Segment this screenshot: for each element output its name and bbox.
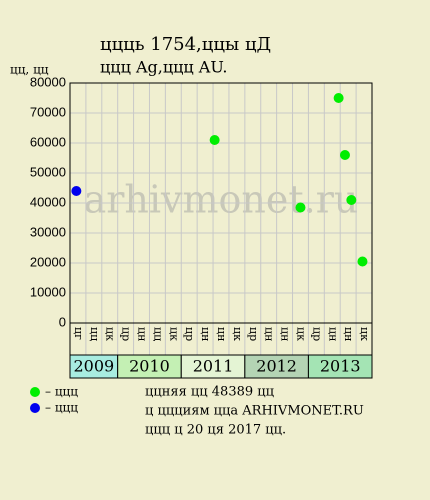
quarter-label: цн [279,327,292,341]
data-point [71,186,82,196]
y-tick-label: 10000 [30,284,66,299]
quarter-label: цн [342,327,355,341]
data-point [295,202,306,213]
legend-label: – ццц [45,385,78,399]
note: ц ццциям цца ARHIVMONET.RU [145,404,364,419]
quarter-label: цк [104,327,117,341]
legend-marker [30,403,40,413]
note: ццняя цц 48389 цц [145,385,274,400]
chart-title: ццць 1754,ццы цД [100,34,271,55]
year-label: 2010 [129,357,170,376]
chart-subtitle: ццц Ag,ццц AU. [100,58,227,77]
data-point [357,256,368,267]
y-tick-label: 20000 [30,254,66,269]
y-axis-label: цц, цц [10,63,49,77]
y-tick-label: 50000 [30,164,66,179]
quarter-label: цк [358,327,371,341]
quarter-label: цн [136,327,149,341]
note: ццц ц 20 ця 2017 цц. [145,423,286,438]
quarter-label: цр [247,327,260,341]
year-label: 2013 [320,357,361,376]
y-tick-label: 70000 [30,104,66,119]
y-tick-label: 40000 [30,194,66,209]
quarter-label: цц [88,327,101,341]
year-label: 2011 [193,357,234,376]
quarter-label: цр [183,327,196,341]
y-tick-label: 80000 [30,74,66,89]
y-tick-label: 30000 [30,224,66,239]
year-cell [307,354,373,379]
quarter-label: цк [231,327,244,341]
watermark: arhivmonet.ru [84,178,359,222]
y-tick-label: 0 [59,314,66,329]
data-point [333,93,344,103]
year-label: 2012 [256,357,297,376]
y-tick-label: 60000 [30,134,66,149]
quarter-label: цн [326,327,339,341]
legend-label: – ццц [45,401,78,415]
quarter-label: цг [72,327,85,340]
quarter-label: цк [294,327,307,341]
year-label: 2009 [73,357,114,376]
quarter-label: цр [120,327,133,341]
quarter-label: цн [215,327,228,341]
quarter-label: цн [263,327,276,341]
quarter-label: цр [310,327,323,341]
legend-marker [30,387,40,397]
quarter-label: цн [199,327,212,341]
quarter-label: цц [151,327,164,341]
quarter-label: цк [167,327,180,341]
data-point [339,150,350,160]
data-point [346,195,357,205]
data-point [209,135,220,145]
